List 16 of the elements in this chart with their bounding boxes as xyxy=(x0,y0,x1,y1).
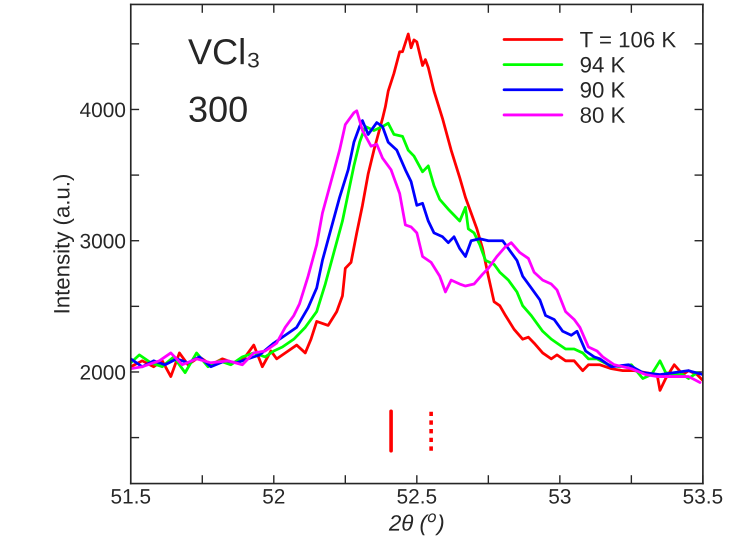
x-tick-label: 53.5 xyxy=(683,488,722,504)
annotation: 300 xyxy=(189,96,247,122)
x-tick-label: 52 xyxy=(263,488,284,504)
legend-label: 80 K xyxy=(580,107,626,123)
y-axis-title: Intensity (a.u.) xyxy=(53,174,74,312)
x-axis-title: 2θ ($^{o}$) xyxy=(388,513,444,536)
x-tick-label: 51.5 xyxy=(111,489,150,504)
annotation: VCl₃ xyxy=(188,38,259,68)
x-tick-label: 52.5 xyxy=(397,488,436,504)
x-tick-label: 53 xyxy=(549,488,571,504)
y-tick-label: 4000 xyxy=(80,102,126,118)
y-tick-label: 2000 xyxy=(80,364,126,380)
legend-label: 90 K xyxy=(580,82,626,98)
y-tick-label: 3000 xyxy=(80,234,126,248)
legend-label: T = 106 K xyxy=(580,32,676,48)
legend-label: 94 K xyxy=(580,56,626,73)
